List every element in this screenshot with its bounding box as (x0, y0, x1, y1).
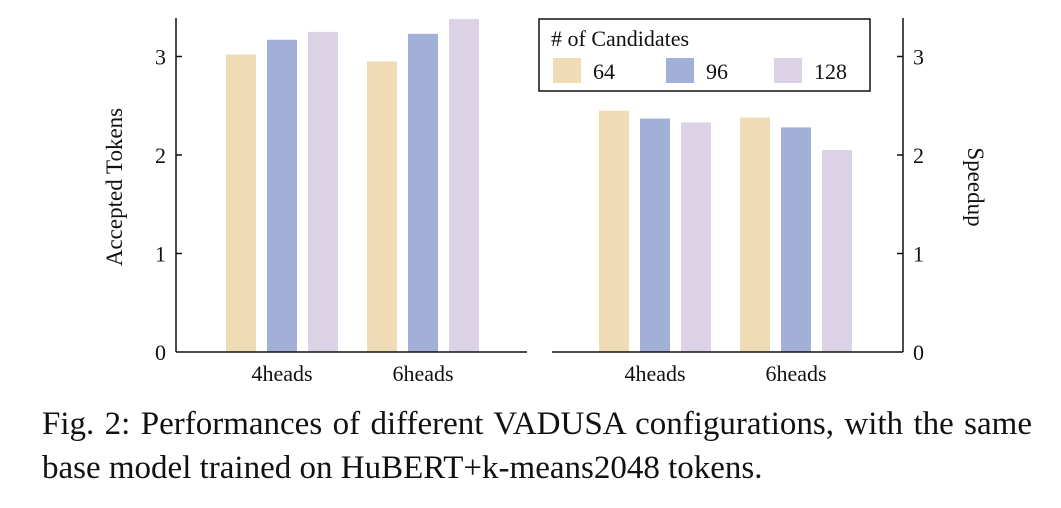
x-tick-label-6heads: 6heads (765, 361, 826, 386)
legend-box (538, 18, 871, 92)
y-tick-label-1: 1 (155, 242, 166, 267)
caption-text: Performances of different VADUSA configu… (42, 406, 1032, 486)
legend: # of Candidates 64 96 128 (538, 18, 871, 92)
right-y-ticks-group: 0 1 2 3 (897, 45, 924, 365)
legend-swatch-96 (666, 58, 694, 83)
speedup-panel: 0 1 2 3 4heads 6heads Speedup (552, 18, 988, 386)
bar-4heads-128 (308, 31, 338, 352)
legend-entries: 64 96 128 (553, 58, 847, 84)
bar-6heads-128 (449, 19, 479, 352)
caption-label: Fig. 2: (42, 406, 131, 442)
x-tick-label-4heads: 4heads (251, 361, 312, 386)
y-tick-label-3: 3 (913, 45, 924, 70)
bar-chart-figure: 0 1 2 3 4heads 6heads Accepted Tokens 0 1 2 3 4… (102, 18, 988, 386)
bar-6heads-96 (408, 33, 438, 352)
legend-label-64: 64 (593, 59, 615, 84)
y-tick-label-3: 3 (155, 45, 166, 70)
left-bars-group (226, 19, 479, 353)
bar-4heads-64 (226, 54, 256, 352)
bar-4heads-96 (267, 39, 297, 352)
left-x-ticks-group: 4heads 6heads (251, 361, 453, 386)
y-tick-label-0: 0 (155, 340, 166, 365)
bar-4heads-128 (681, 122, 711, 353)
right-bars-group (599, 110, 852, 353)
legend-swatch-128 (774, 58, 802, 83)
accepted-tokens-panel: 0 1 2 3 4heads 6heads Accepted Tokens (102, 18, 527, 386)
legend-label-128: 128 (814, 59, 847, 84)
y-tick-label-2: 2 (155, 143, 166, 168)
legend-title: # of Candidates (551, 26, 689, 51)
legend-swatch-64 (553, 58, 581, 83)
bar-6heads-96 (781, 127, 811, 352)
bar-6heads-128 (822, 150, 852, 352)
bar-6heads-64 (740, 117, 770, 352)
right-y-axis-title: Speedup (963, 147, 988, 226)
y-tick-label-0: 0 (913, 340, 924, 365)
x-tick-label-4heads: 4heads (624, 361, 685, 386)
bar-6heads-64 (367, 61, 397, 353)
left-y-ticks-group: 0 1 2 3 (155, 45, 182, 365)
y-tick-label-2: 2 (913, 143, 924, 168)
bar-4heads-64 (599, 110, 629, 352)
right-x-ticks-group: 4heads 6heads (624, 361, 826, 386)
left-y-axis-title: Accepted Tokens (102, 108, 127, 266)
legend-label-96: 96 (706, 59, 728, 84)
x-tick-label-6heads: 6heads (392, 361, 453, 386)
bar-4heads-96 (640, 118, 670, 353)
y-tick-label-1: 1 (913, 242, 924, 267)
figure-caption: Fig. 2: Performances of different VADUSA… (42, 402, 1032, 490)
